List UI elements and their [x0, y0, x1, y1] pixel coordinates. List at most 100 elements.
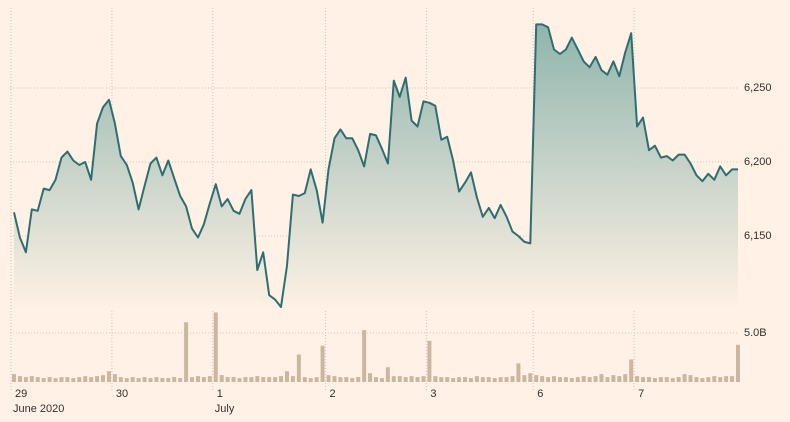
volume-bar	[599, 374, 604, 382]
volume-bar	[166, 378, 171, 382]
x-tick-label: 30	[116, 388, 128, 400]
volume-bar	[682, 374, 687, 382]
volume-bar	[736, 344, 740, 382]
volume-bar	[694, 377, 699, 382]
volume-bar	[279, 376, 284, 382]
volume-bar	[397, 376, 402, 382]
volume-bar	[320, 345, 325, 382]
volume-bar	[391, 376, 396, 382]
price-line	[13, 23, 738, 308]
volume-bar	[474, 376, 479, 382]
volume-bar	[611, 375, 616, 382]
volume-bar	[664, 377, 669, 382]
volume-bar	[23, 377, 28, 382]
volume-bar	[249, 377, 254, 382]
volume-bar	[498, 377, 503, 382]
volume-bar	[326, 375, 331, 382]
volume-bar	[71, 378, 76, 382]
volume-bar	[308, 378, 313, 382]
volume-bar	[587, 377, 592, 382]
volume-bar	[688, 375, 693, 382]
volume-bar	[445, 377, 450, 382]
x-tick-label: 1	[217, 388, 223, 400]
volume-bar	[718, 377, 723, 382]
x-tick-label: 3	[430, 388, 436, 400]
volume-bar	[338, 377, 343, 382]
volume-bar	[142, 377, 147, 382]
volume-bar	[492, 378, 497, 382]
x-tick-label: 6	[537, 388, 543, 400]
volume-bar	[356, 377, 361, 382]
volume-bar	[451, 378, 456, 382]
volume-bar	[516, 363, 521, 382]
volume-bar	[385, 367, 390, 382]
x-tick-label: 7	[638, 388, 644, 400]
volume-bar	[95, 376, 100, 382]
volume-bar	[136, 378, 141, 382]
volume-bar	[284, 371, 289, 382]
volume-bar	[617, 376, 622, 382]
volume-bar	[302, 377, 307, 382]
volume-bar	[552, 376, 557, 382]
volume-bar	[569, 378, 574, 382]
y-tick-label: 6,250	[744, 82, 772, 94]
volume-bar	[641, 377, 646, 382]
volume-bar	[154, 377, 159, 382]
volume-bar	[557, 377, 562, 382]
volume-bar	[124, 378, 129, 382]
x-tick-label: 2	[330, 388, 336, 400]
volume-bar	[184, 322, 189, 382]
volume-bar	[130, 377, 135, 382]
volume-bar	[255, 376, 260, 382]
volume-bar	[546, 377, 551, 382]
volume-bar	[172, 377, 177, 382]
volume-bar	[29, 376, 34, 382]
volume-bar	[403, 377, 408, 382]
volume-bar	[457, 377, 462, 382]
volume-bar	[415, 377, 420, 382]
y2-tick-label: 5.0B	[744, 327, 767, 339]
volume-bar	[77, 377, 82, 382]
volume-bar	[237, 378, 242, 382]
volume-bar	[89, 377, 94, 382]
volume-bar	[730, 376, 735, 382]
volume-bar	[534, 375, 539, 382]
volume-bar	[53, 378, 58, 382]
volume-bar	[379, 378, 384, 382]
volume-bar	[83, 376, 88, 382]
volume-bar	[421, 376, 426, 382]
volume-bar	[528, 373, 533, 382]
volume-bar	[290, 376, 295, 382]
volume-bar	[635, 376, 640, 382]
y-tick-label: 6,200	[744, 156, 772, 168]
volume-bar	[296, 354, 301, 382]
volume-bar	[243, 377, 248, 382]
volume-bar	[195, 376, 200, 382]
volume-bar	[563, 377, 568, 382]
volume-bar	[344, 377, 349, 382]
volume-bar	[374, 377, 378, 382]
volume-bar	[700, 378, 705, 382]
volume-bar	[17, 376, 22, 382]
volume-bar	[12, 374, 16, 382]
volume-bar	[439, 377, 444, 382]
volume-bar	[160, 378, 165, 382]
volume-bar	[178, 378, 183, 382]
volume-bar	[106, 371, 111, 382]
volume-bar	[463, 377, 468, 382]
volume-bar	[522, 375, 527, 382]
volume-bar	[273, 377, 278, 382]
volume-bar	[646, 377, 651, 382]
volume-bar	[362, 330, 367, 382]
volume-bar	[231, 377, 236, 382]
volume-bar	[112, 374, 117, 382]
volume-bar	[486, 377, 491, 382]
volume-bar	[225, 377, 230, 382]
volume-bar	[350, 378, 355, 382]
volume-bar	[59, 377, 64, 382]
volume-bar	[468, 378, 473, 382]
volume-bar	[47, 377, 52, 382]
volume-bar	[480, 377, 485, 382]
